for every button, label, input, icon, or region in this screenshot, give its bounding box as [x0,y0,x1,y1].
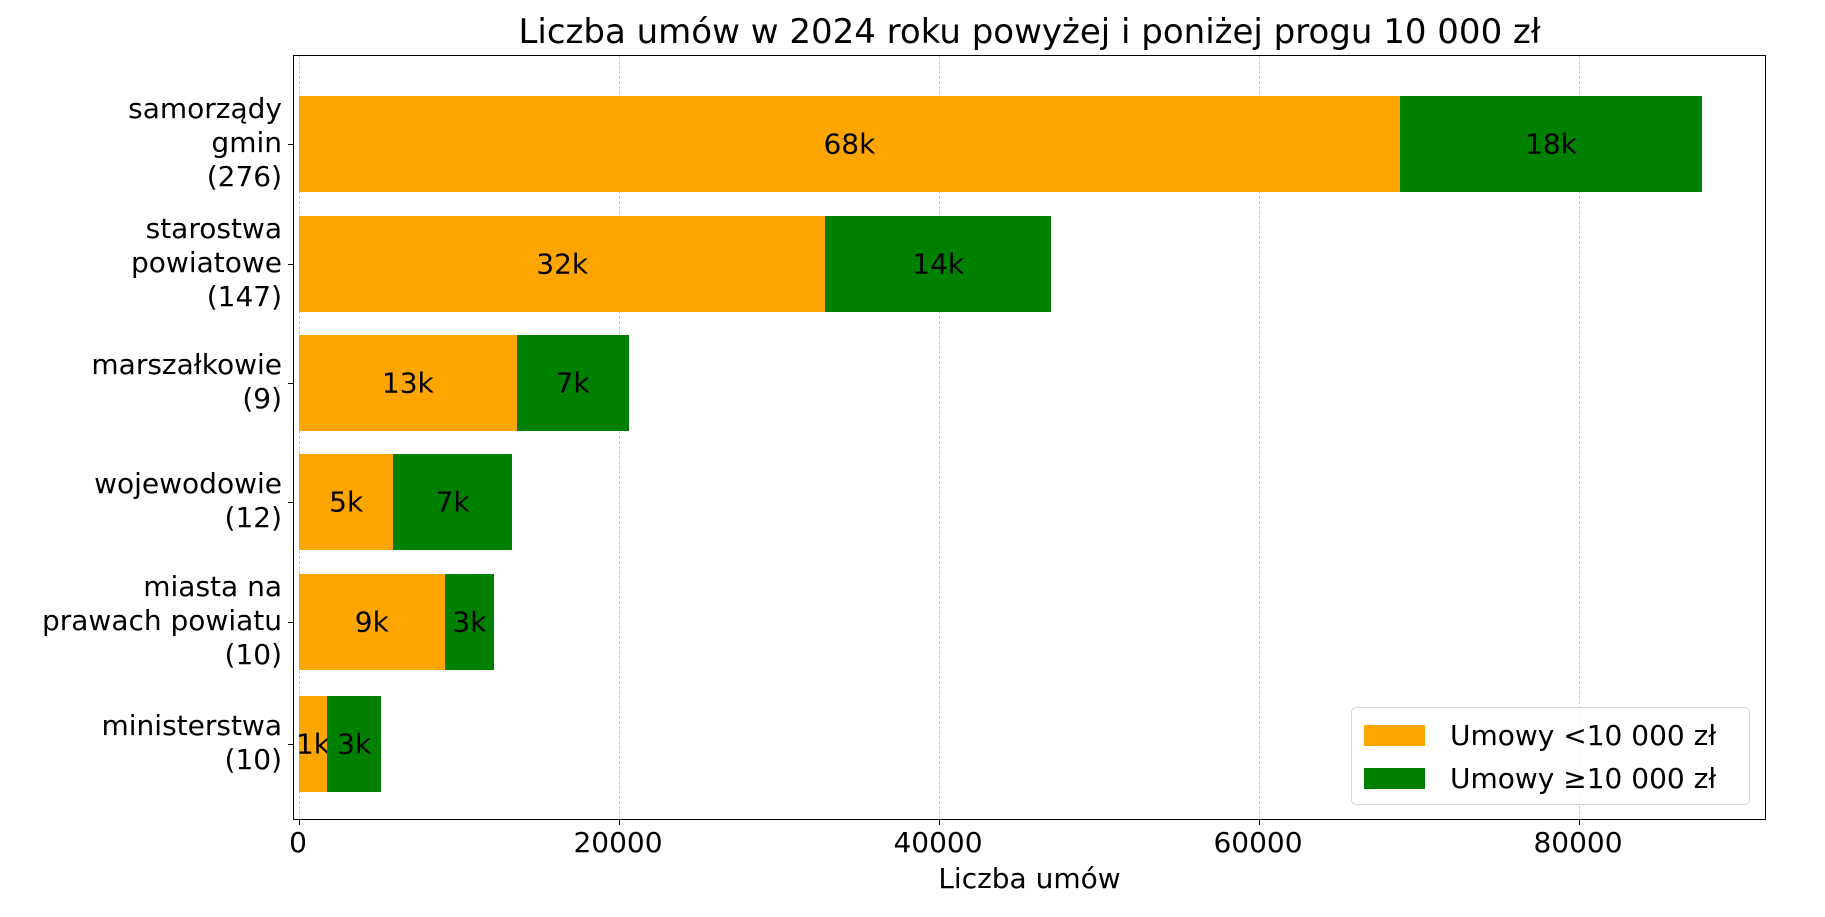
bar-value-label: 7k [555,366,590,400]
bar-group: 68k 18k [294,96,1765,192]
bar-segment-above-threshold [444,574,495,670]
legend-item-above-threshold: Umowy ≥10 000 zł [1364,761,1717,795]
gridline [1579,56,1580,819]
bar-value-label: 13k [381,366,434,400]
legend-item-below-threshold: Umowy <10 000 zł [1364,718,1717,752]
x-tick-label: 40000 [893,826,983,859]
y-category-label: marszałkowie (9) [91,348,282,415]
bar-segment-above-threshold [1399,96,1703,192]
y-category-label: starostwa powiatowe (147) [131,212,282,313]
bar-value-label: 32k [536,247,589,281]
bar-value-label: 68k [823,127,876,161]
y-category-label: samorządy gmin (276) [128,92,282,193]
legend-swatch-green [1364,767,1425,789]
x-tick-label: 60000 [1213,826,1303,859]
x-tick-label: 20000 [573,826,663,859]
chart-title: Liczba umów w 2024 roku powyżej i poniże… [518,12,1541,52]
x-tick [619,819,620,825]
gridline [299,56,300,819]
bar-segment-above-threshold [825,216,1051,312]
bar-group: 5k 7k [294,454,1765,550]
legend-label: Umowy ≥10 000 zł [1450,761,1717,795]
bar-segment-below-threshold [299,696,327,792]
bar-value-label: 9k [354,605,389,639]
bar-segment-above-threshold [393,454,512,550]
y-category-label: miasta na prawach powiatu (10) [41,570,282,671]
bar-segment-below-threshold [299,335,517,431]
y-tick [288,383,294,384]
gridline [939,56,940,819]
y-tick [288,502,294,503]
bar-value-label: 1k [295,727,331,761]
gridline [619,56,620,819]
legend-swatch-orange [1364,724,1425,746]
bar-value-label: 5k [329,485,364,519]
legend: Umowy <10 000 zł Umowy ≥10 000 zł [1351,707,1750,805]
x-tick [939,819,940,825]
bar-value-label: 14k [912,247,965,281]
bar-segment-below-threshold [299,574,445,670]
x-tick-label: 0 [289,826,307,859]
bar-segment-above-threshold [516,335,629,431]
y-tick [288,744,294,745]
plot-area: 68k 18k 32k 14k 13k 7k 5k 7k 9k 3k 1k 3k [288,55,1766,825]
bar-group: 9k 3k [294,574,1765,670]
y-tick [288,264,294,265]
y-tick [288,622,294,623]
bar-segment-above-threshold [327,696,382,792]
y-category-label: wojewodowie (12) [94,467,282,534]
x-tick-label: 80000 [1533,826,1623,859]
bar-value-label: 18k [1525,127,1577,161]
bar-group: 13k 7k [294,335,1765,431]
bar-group: 1k 3k [294,696,1765,792]
bar-value-label: 3k [452,605,487,639]
bar-value-label: 3k [337,727,372,761]
bar-value-label: 7k [435,485,470,519]
bar-segment-below-threshold [299,96,1400,192]
bar-group: 32k 14k [294,216,1765,312]
y-category-label: ministerstwa (10) [101,709,282,776]
legend-label: Umowy <10 000 zł [1450,718,1717,752]
x-tick [299,819,300,825]
x-tick [1259,819,1260,825]
x-axis-label: Liczba umów [938,862,1121,895]
gridline [1259,56,1260,819]
x-tick [1579,819,1580,825]
y-tick [288,144,294,145]
bar-segment-below-threshold [299,216,826,312]
bar-segment-below-threshold [299,454,394,550]
